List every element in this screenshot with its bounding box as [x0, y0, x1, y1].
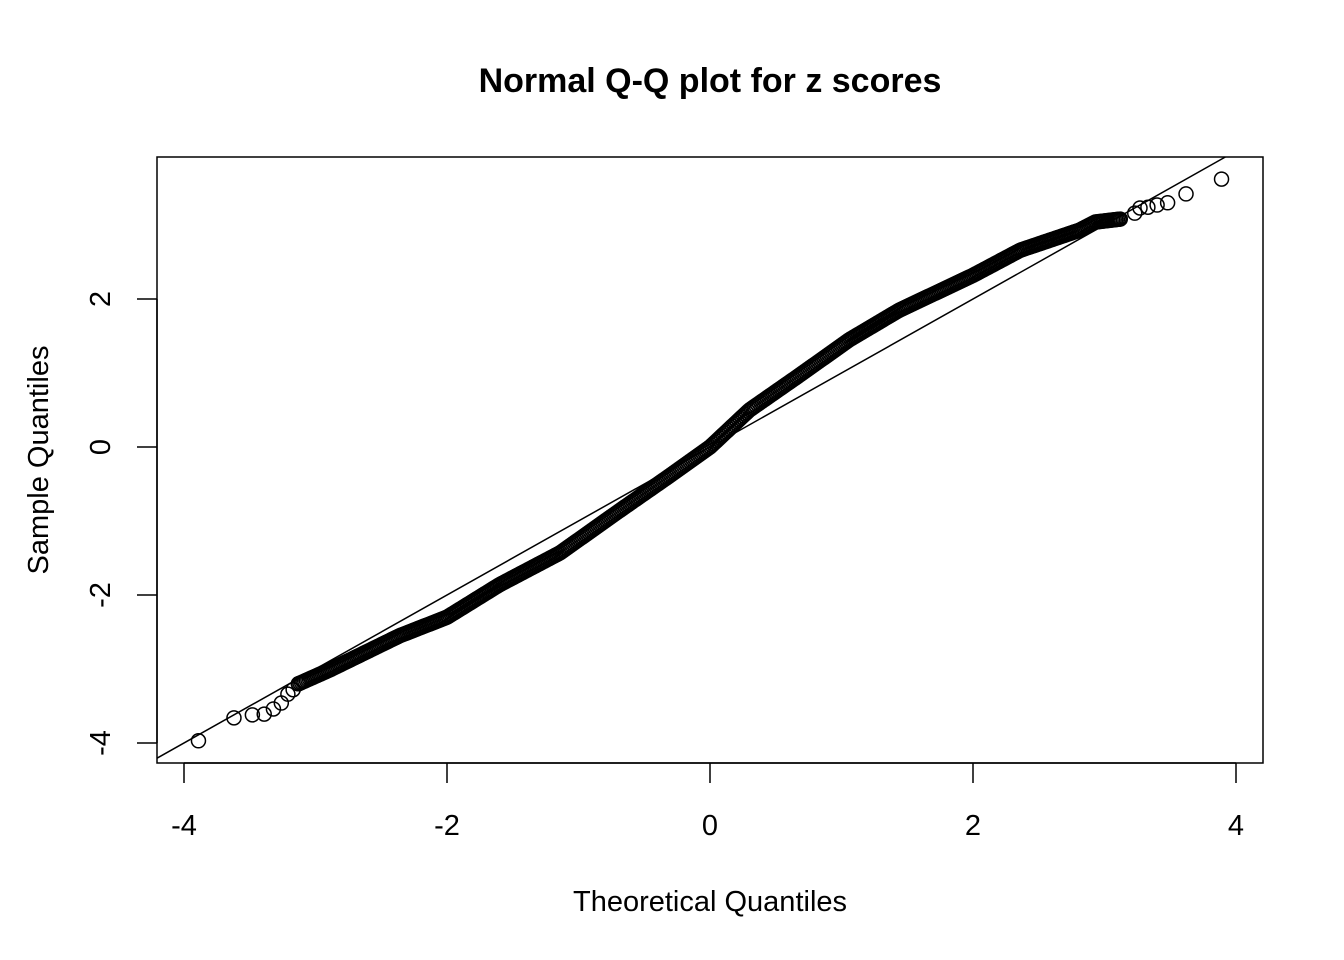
x-tick-label: -4	[171, 810, 197, 842]
y-tick-label: 2	[85, 291, 117, 307]
data-point	[1112, 211, 1129, 227]
data-point	[1213, 171, 1230, 187]
data-point	[1159, 195, 1176, 211]
x-tick-label: 4	[1228, 810, 1244, 842]
data-point	[285, 681, 301, 698]
data-point	[280, 686, 296, 702]
data-point	[256, 706, 272, 722]
data-point	[265, 701, 282, 717]
data-point	[1126, 205, 1143, 221]
y-axis: -4 -2 0 2	[85, 291, 158, 756]
data-point	[1149, 197, 1165, 213]
data-point	[244, 707, 261, 723]
data-point	[1178, 186, 1194, 202]
reference-line	[156, 156, 1226, 759]
y-tick-label: 0	[85, 439, 117, 455]
data-point	[1140, 199, 1156, 215]
plot-area	[156, 156, 1230, 759]
data-point	[1132, 200, 1148, 216]
data-point	[190, 733, 207, 749]
x-axis-label: Theoretical Quantiles	[573, 886, 847, 918]
chart-title: Normal Q-Q plot for z scores	[479, 62, 942, 100]
x-tick-label: -2	[434, 810, 460, 842]
y-tick-label: -4	[85, 730, 117, 756]
data-point	[290, 676, 307, 692]
x-axis: -4 -2 0 2 4	[171, 762, 1244, 842]
y-axis-label: Sample Quantiles	[23, 346, 55, 575]
x-tick-label: 2	[965, 810, 981, 842]
y-tick-label: -2	[85, 582, 117, 608]
x-tick-label: 0	[702, 810, 718, 842]
data-point	[226, 710, 242, 726]
